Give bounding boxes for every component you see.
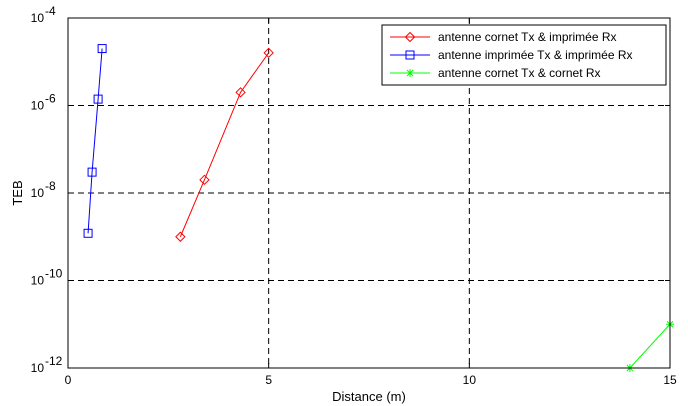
- data-point: [87, 167, 97, 177]
- series-line: [629, 323, 671, 369]
- series-1: [175, 47, 274, 242]
- legend-item-1: antenne cornet Tx & imprimée Rx: [390, 30, 617, 44]
- y-axis-label: TEB: [10, 180, 25, 205]
- y-tick-label: 10: [31, 361, 45, 375]
- legend-label: antenne imprimée Tx & imprimée Rx: [438, 48, 633, 62]
- series-line: [87, 48, 103, 234]
- data-point: [175, 231, 186, 242]
- y-tick-label: 10: [31, 99, 45, 113]
- y-tick-exponent: -8: [45, 179, 56, 193]
- x-tick-label: 0: [65, 373, 72, 387]
- legend-marker: [405, 50, 415, 60]
- legend: antenne cornet Tx & imprimée Rx antenne i…: [381, 24, 667, 86]
- x-axis-label: Distance (m): [332, 389, 406, 404]
- legend-marker: [404, 31, 416, 43]
- grid: [68, 18, 670, 368]
- series-layer: [83, 44, 674, 372]
- y-tick-exponent: -12: [45, 354, 63, 368]
- data-point: [235, 87, 246, 98]
- series-line: [179, 52, 270, 237]
- series-2: [83, 44, 107, 238]
- star-stroke: [406, 69, 414, 77]
- x-tick-label: 15: [663, 373, 677, 387]
- data-point: [97, 44, 107, 54]
- data-point: [263, 47, 274, 59]
- y-tick-exponent: -10: [45, 267, 63, 281]
- data-point: [93, 94, 103, 104]
- data-point: [199, 174, 210, 186]
- x-tick-label: 5: [265, 373, 272, 387]
- legend-item-3: antenne cornet Tx & cornet Rx: [390, 66, 601, 80]
- y-tick-label: 10: [31, 186, 45, 200]
- legend-label: antenne cornet Tx & imprimée Rx: [438, 30, 617, 44]
- y-tick-label: 10: [31, 274, 45, 288]
- legend-label: antenne cornet Tx & cornet Rx: [438, 66, 601, 80]
- y-tick-exponent: -6: [45, 92, 56, 106]
- y-tick-label: 10: [31, 11, 45, 25]
- legend-marker: [406, 69, 414, 77]
- x-tick-label: 10: [463, 373, 477, 387]
- legend-item-2: antenne imprimée Tx & imprimée Rx: [390, 48, 633, 62]
- data-point: [83, 228, 93, 238]
- y-tick-exponent: -4: [45, 4, 56, 18]
